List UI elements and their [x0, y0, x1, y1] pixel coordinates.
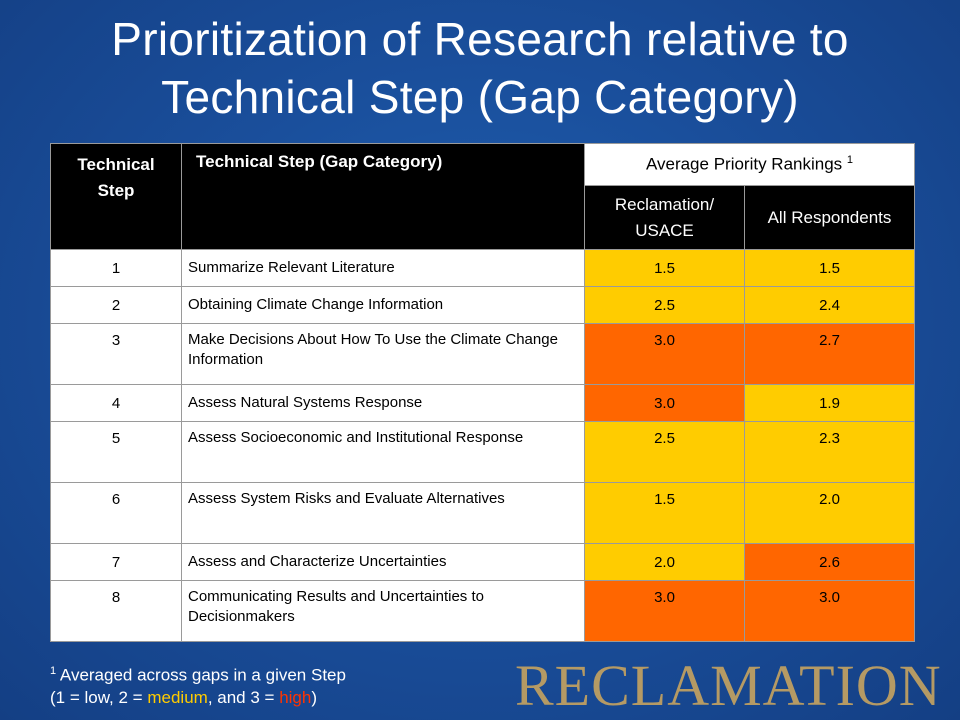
- slide-title: Prioritization of Research relative to T…: [0, 10, 960, 126]
- footnote-text-1: Averaged across gaps in a given Step: [56, 665, 346, 685]
- footnote: 1 Averaged across gaps in a given Step (…: [50, 660, 346, 709]
- gap-category: Make Decisions About How To Use the Clim…: [181, 323, 585, 385]
- gap-category: Assess Natural Systems Response: [181, 384, 585, 422]
- title-line-1: Prioritization of Research relative to: [111, 13, 849, 65]
- gap-category: Assess and Characterize Uncertainties: [181, 543, 585, 581]
- header-all-respondents: All Respondents: [744, 185, 915, 250]
- footnote-scale-middle: , and 3 =: [207, 687, 280, 707]
- reclamation-rank: 2.5: [584, 286, 745, 324]
- table-row: 1 Summarize Relevant Literature 1.5 1.5: [50, 249, 915, 287]
- reclamation-rank: 1.5: [584, 249, 745, 287]
- step-number: 5: [50, 421, 182, 483]
- reclamation-rank: 3.0: [584, 323, 745, 385]
- table-row: 6 Assess System Risks and Evaluate Alter…: [50, 482, 915, 544]
- table-row: 5 Assess Socioeconomic and Institutional…: [50, 421, 915, 483]
- table-row: 4 Assess Natural Systems Response 3.0 1.…: [50, 384, 915, 422]
- step-number: 7: [50, 543, 182, 581]
- all-respondents-rank: 2.6: [744, 543, 915, 581]
- step-number: 2: [50, 286, 182, 324]
- step-number: 8: [50, 580, 182, 642]
- footnote-scale-start: (1 = low, 2 =: [50, 687, 148, 707]
- priority-table: Technical Step Technical Step (Gap Categ…: [50, 143, 915, 642]
- reclamation-rank: 3.0: [584, 384, 745, 422]
- gap-category: Summarize Relevant Literature: [181, 249, 585, 287]
- header-average-priority: Average Priority Rankings 1: [584, 143, 915, 186]
- reclamation-rank: 2.0: [584, 543, 745, 581]
- table-row: 2 Obtaining Climate Change Information 2…: [50, 286, 915, 324]
- footnote-scale-end: ): [311, 687, 317, 707]
- footnote-medium: medium: [147, 687, 208, 707]
- table-row: 7 Assess and Characterize Uncertainties …: [50, 543, 915, 581]
- reclamation-logo: RECLAMATION: [515, 653, 942, 718]
- step-number: 3: [50, 323, 182, 385]
- reclamation-rank: 3.0: [584, 580, 745, 642]
- reclamation-rank: 1.5: [584, 482, 745, 544]
- header-reclamation-usace: Reclamation/ USACE: [584, 185, 745, 250]
- all-respondents-rank: 2.4: [744, 286, 915, 324]
- reclamation-rank: 2.5: [584, 421, 745, 483]
- title-line-2: Technical Step (Gap Category): [161, 71, 799, 123]
- gap-category: Communicating Results and Uncertainties …: [181, 580, 585, 642]
- all-respondents-rank: 2.0: [744, 482, 915, 544]
- footnote-marker: 1: [50, 665, 57, 677]
- step-number: 4: [50, 384, 182, 422]
- step-number: 6: [50, 482, 182, 544]
- step-number: 1: [50, 249, 182, 287]
- header-average-priority-footnote: 1: [846, 154, 854, 167]
- header-gap-category: Technical Step (Gap Category): [181, 143, 585, 250]
- footnote-high: high: [279, 687, 312, 707]
- table-row: 3 Make Decisions About How To Use the Cl…: [50, 323, 915, 385]
- all-respondents-rank: 1.5: [744, 249, 915, 287]
- footnote-line-1: 1 Averaged across gaps in a given Step: [50, 660, 346, 687]
- header-technical-step: Technical Step: [50, 143, 182, 250]
- all-respondents-rank: 2.7: [744, 323, 915, 385]
- gap-category: Assess System Risks and Evaluate Alterna…: [181, 482, 585, 544]
- all-respondents-rank: 3.0: [744, 580, 915, 642]
- all-respondents-rank: 2.3: [744, 421, 915, 483]
- gap-category: Assess Socioeconomic and Institutional R…: [181, 421, 585, 483]
- footnote-line-2: (1 = low, 2 = medium, and 3 = high): [50, 687, 346, 709]
- table-row: 8 Communicating Results and Uncertaintie…: [50, 580, 915, 642]
- header-average-priority-label: Average Priority Rankings: [645, 154, 843, 174]
- all-respondents-rank: 1.9: [744, 384, 915, 422]
- gap-category: Obtaining Climate Change Information: [181, 286, 585, 324]
